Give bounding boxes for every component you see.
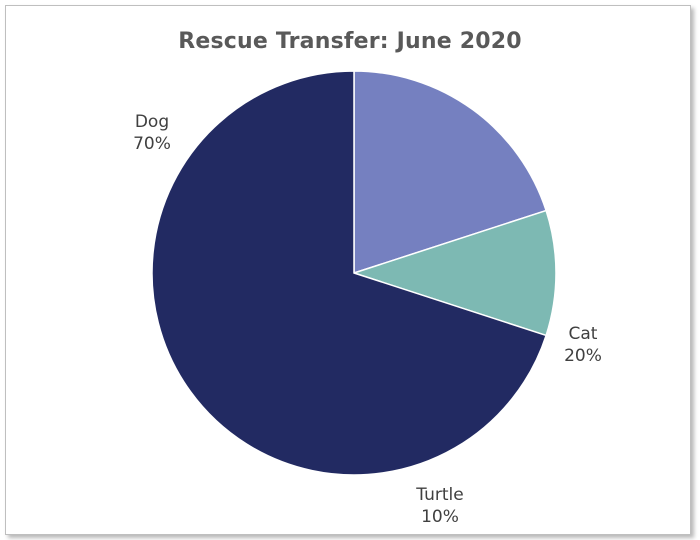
data-label-value: 70% xyxy=(133,134,171,154)
data-label-category: Dog xyxy=(135,112,169,132)
chart-title: Rescue Transfer: June 2020 xyxy=(178,29,522,54)
data-label-category: Cat xyxy=(569,324,598,344)
pie-slice-cat xyxy=(353,70,548,275)
pie-slice-turtle xyxy=(351,209,557,337)
data-label-category: Turtle xyxy=(415,485,463,505)
pie-slices xyxy=(151,70,557,476)
pie-slice-dog xyxy=(151,70,548,476)
data-label-turtle: Turtle 10% xyxy=(415,485,463,527)
data-label-dog: Dog 70% xyxy=(133,112,171,154)
data-label-cat: Cat 20% xyxy=(564,324,602,366)
data-label-value: 10% xyxy=(421,507,459,527)
pie-labels: Dog 70% Cat 20% Turtle 10% xyxy=(133,112,602,527)
data-label-value: 20% xyxy=(564,346,602,366)
